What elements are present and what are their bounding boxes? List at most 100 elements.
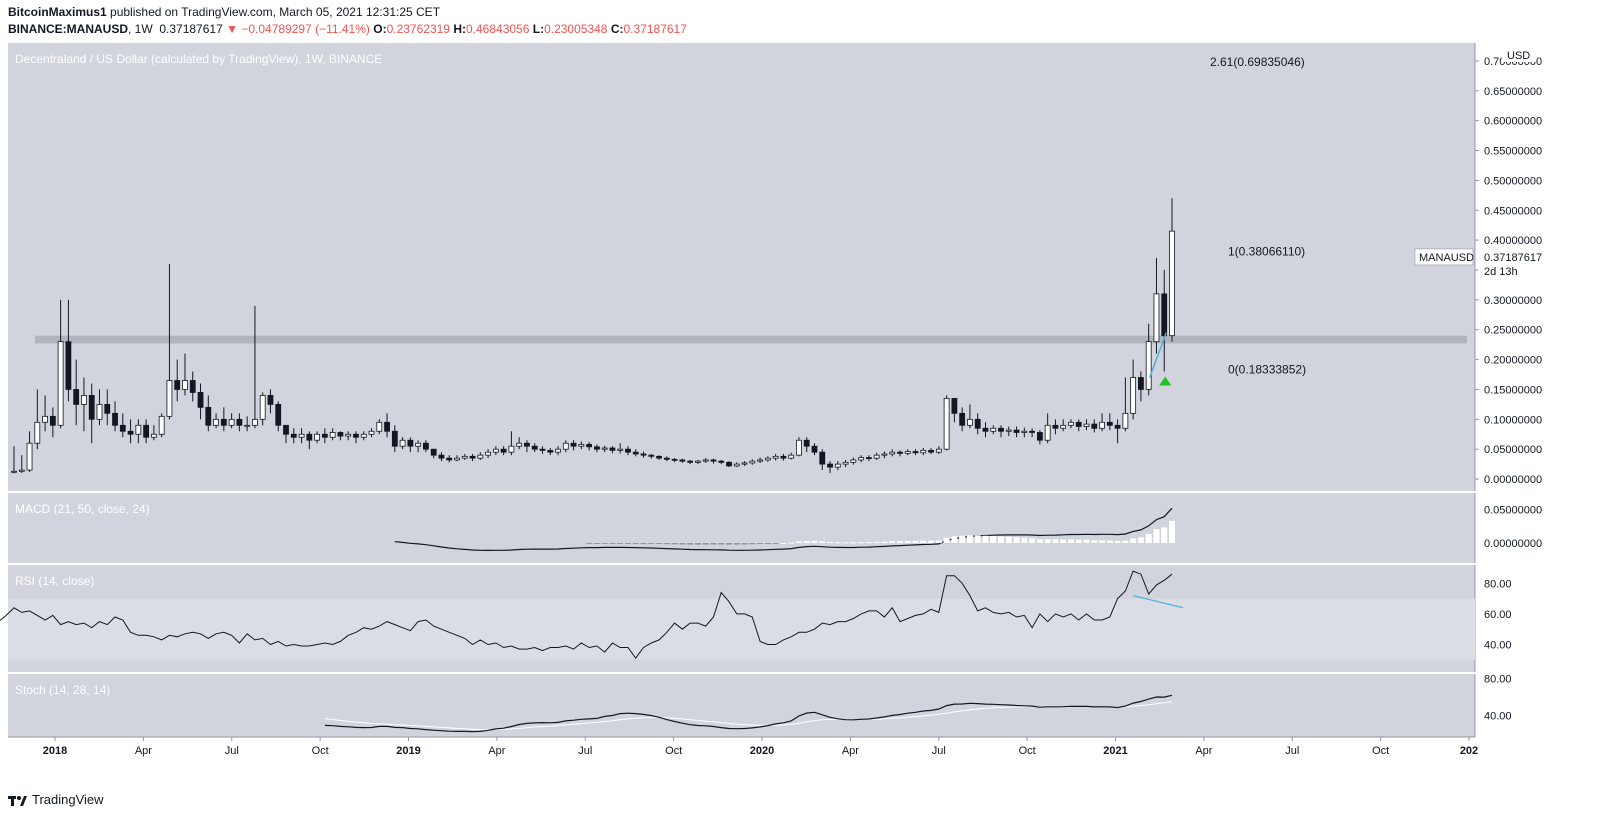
- candle-body: [500, 448, 507, 453]
- price-tick-label: 0.45000000: [1484, 205, 1542, 217]
- time-tick-label: Apr: [1195, 745, 1212, 757]
- candle-body: [1153, 293, 1160, 343]
- candle-body: [73, 389, 80, 405]
- candle-body: [593, 446, 600, 450]
- time-tick-label: Oct: [1019, 745, 1036, 757]
- candle-body: [967, 418, 973, 426]
- footer-brand[interactable]: TradingView: [32, 792, 104, 807]
- candle-body: [570, 442, 577, 447]
- candle-body: [205, 406, 212, 426]
- candle-body: [376, 421, 383, 432]
- candle-body: [1106, 421, 1113, 426]
- price-tick-label: 0.40000000: [1484, 235, 1542, 247]
- price-tick-label: 0.05000000: [1484, 444, 1542, 456]
- candle-body: [1060, 424, 1067, 429]
- candle-body: [65, 341, 72, 390]
- candle-body: [26, 442, 33, 471]
- macd-histogram-bar: [912, 540, 919, 543]
- price-tick-label: 0.60000000: [1484, 116, 1542, 128]
- unit-label-bg: [1502, 48, 1536, 62]
- macd-histogram-bar: [858, 542, 865, 544]
- candle-body: [842, 461, 849, 465]
- candle-body: [259, 395, 266, 420]
- candle-body: [920, 449, 927, 454]
- macd-histogram-bar: [920, 540, 927, 543]
- candle-body: [423, 442, 429, 450]
- macd-histogram-bar: [982, 535, 989, 543]
- macd-histogram-bar: [648, 543, 655, 544]
- candle-body: [547, 449, 554, 453]
- rsi-line: [0, 570, 1173, 660]
- price-tick-label: 0.65000000: [1484, 86, 1542, 98]
- candle-body: [143, 424, 150, 438]
- candle-body: [158, 415, 165, 435]
- symbol-label[interactable]: BINANCE:MANAUSD: [8, 22, 128, 36]
- interval-label: 1W: [134, 22, 153, 36]
- open-label: O:: [373, 22, 387, 36]
- macd-pane: [8, 493, 1475, 563]
- candle-body: [974, 418, 981, 429]
- candle-body: [399, 439, 406, 447]
- candle-body: [454, 457, 460, 461]
- stoch-pane: [8, 674, 1475, 737]
- macd-label: MACD (21, 50, close, 24): [15, 502, 150, 516]
- macd-histogram-bar: [935, 540, 942, 543]
- candle-body: [718, 460, 725, 463]
- rsi-tick-label: 40.00: [1484, 639, 1512, 651]
- candle-body: [508, 445, 515, 453]
- time-tick-label: Oct: [312, 745, 329, 757]
- candle-body: [306, 433, 313, 441]
- macd-histogram-bar: [663, 543, 670, 545]
- time-axis-area: [8, 737, 1558, 765]
- candle-body: [321, 433, 328, 438]
- macd-histogram-bar: [1122, 540, 1129, 543]
- macd-histogram-bar: [881, 541, 888, 543]
- candle-body: [42, 415, 48, 423]
- time-tick-label: 2021: [1103, 745, 1127, 757]
- candle-body: [461, 455, 468, 459]
- macd-histogram-bar: [749, 543, 756, 545]
- macd-histogram-bar: [1044, 539, 1051, 543]
- stoch-k-line: [324, 694, 1173, 733]
- candle-body: [873, 454, 880, 459]
- rsi-tick-label: 60.00: [1484, 609, 1512, 621]
- price-tick-label: 0.15000000: [1484, 384, 1542, 396]
- candle-body: [632, 451, 639, 455]
- candle-body: [415, 442, 422, 447]
- candle-body: [1114, 424, 1121, 429]
- macd-histogram-bar: [959, 535, 966, 543]
- candle-body: [1068, 421, 1074, 426]
- footer: TradingView: [8, 792, 104, 807]
- low-label: L:: [532, 22, 545, 36]
- candle-body: [283, 424, 289, 435]
- macd-histogram-bar: [904, 540, 911, 543]
- time-tick-label: Oct: [1372, 745, 1389, 757]
- candle-body: [586, 444, 593, 448]
- price-unit-label: USD: [1507, 50, 1530, 62]
- candle-body: [531, 445, 538, 450]
- macd-histogram-bar: [951, 536, 958, 543]
- candle-body: [578, 444, 585, 447]
- candle-body: [104, 403, 111, 414]
- macd-histogram-bar: [1021, 537, 1028, 543]
- candle-body: [1021, 430, 1028, 433]
- support-zone: [35, 335, 1467, 344]
- candle-body: [1122, 412, 1129, 429]
- candle-body: [119, 424, 126, 432]
- candle-body: [562, 442, 569, 450]
- publisher-name[interactable]: BitcoinMaximus1: [8, 5, 107, 19]
- macd-histogram-bar: [1005, 536, 1012, 543]
- macd-histogram-bar: [694, 543, 701, 545]
- macd-histogram-bar: [842, 542, 849, 544]
- candle-body: [1036, 432, 1043, 441]
- candle-body: [314, 433, 321, 441]
- candle-body: [213, 418, 219, 426]
- candle-body: [609, 447, 616, 451]
- candle-body: [1138, 377, 1144, 390]
- candle-body: [640, 453, 647, 456]
- time-tick-label: 2018: [43, 745, 67, 757]
- publish-info: BitcoinMaximus1 published on TradingView…: [8, 5, 440, 19]
- macd-histogram-bar: [671, 543, 678, 545]
- candle-body: [189, 380, 196, 393]
